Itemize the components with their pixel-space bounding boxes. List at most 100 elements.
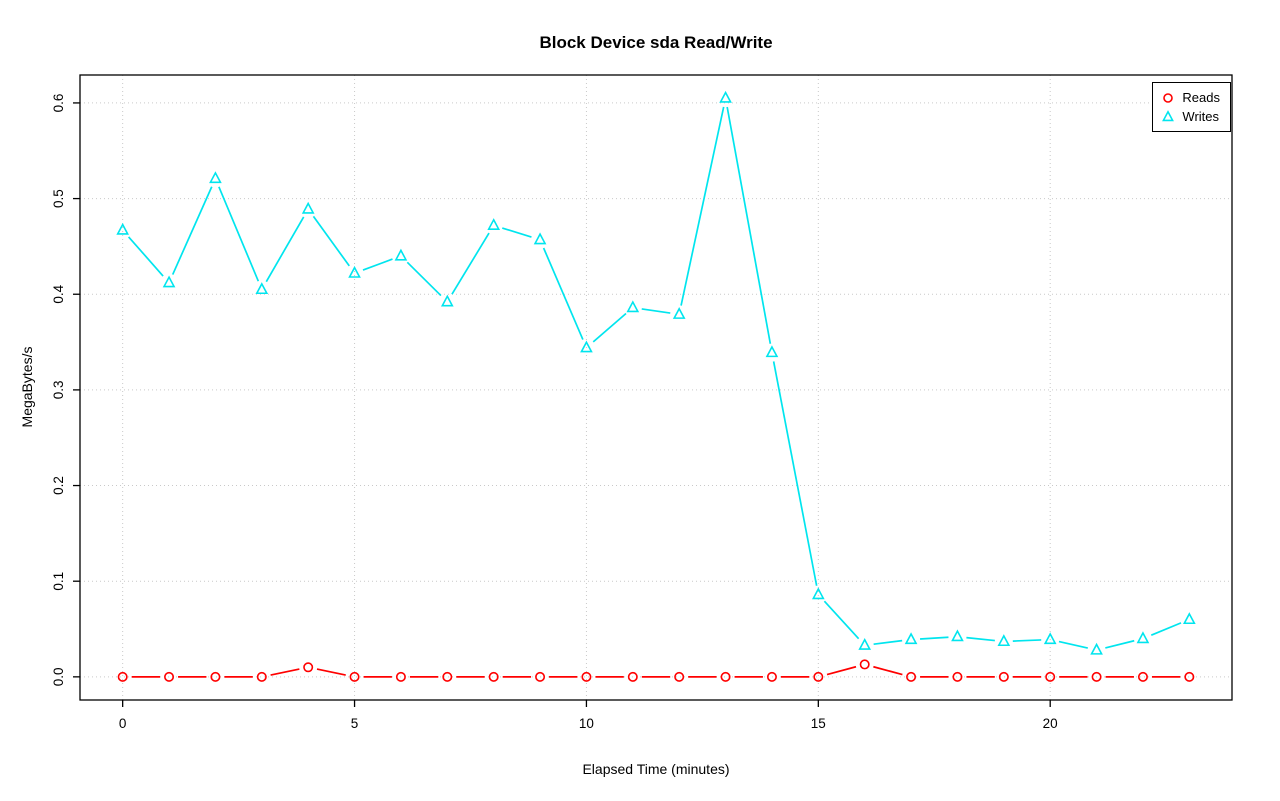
data-point-triangle	[533, 232, 547, 245]
legend-label-writes: Writes	[1182, 109, 1220, 124]
reads-circle-icon	[1163, 92, 1174, 103]
series-segment	[218, 186, 260, 282]
data-point-circle	[952, 671, 963, 682]
data-point-triangle	[997, 634, 1011, 647]
series-reads	[117, 659, 1195, 682]
data-point-triangle	[626, 300, 640, 313]
data-point-triangle	[1182, 612, 1196, 625]
series-segment	[680, 106, 725, 306]
data-point-triangle	[209, 171, 222, 184]
data-point-triangle	[719, 90, 732, 103]
data-point-circle	[1091, 671, 1102, 682]
y-tick-label: 0.5	[51, 189, 66, 208]
x-tick-label: 5	[351, 716, 359, 731]
legend-item-writes: Writes	[1161, 107, 1220, 126]
data-point-circle	[349, 671, 360, 682]
data-point-circle	[1137, 671, 1148, 682]
writes-triangle-icon	[1162, 109, 1175, 121]
x-tick-label: 0	[119, 716, 127, 731]
series-segment	[873, 665, 903, 676]
data-point-circle	[488, 671, 499, 682]
data-point-triangle	[487, 218, 501, 230]
plot-border	[79, 74, 1233, 701]
series-segment	[270, 668, 300, 676]
grid-lines	[80, 75, 1232, 700]
series-segment	[641, 308, 671, 314]
data-point-triangle	[580, 340, 593, 353]
series-segment	[502, 227, 532, 238]
data-point-triangle	[301, 201, 315, 214]
data-point-circle	[303, 662, 314, 673]
data-point-triangle	[811, 587, 825, 600]
data-point-triangle	[440, 294, 454, 307]
data-point-triangle	[1136, 631, 1150, 644]
data-point-circle	[164, 671, 175, 682]
legend-item-reads: Reads	[1161, 88, 1220, 107]
data-point-triangle	[1043, 632, 1057, 645]
chart-title: Block Device sda Read/Write	[539, 33, 773, 52]
y-tick-label: 0.0	[51, 667, 66, 686]
data-point-triangle	[858, 637, 872, 650]
data-point-circle	[766, 671, 777, 682]
series-segment	[451, 232, 490, 295]
y-tick-label: 0.6	[51, 94, 66, 113]
series-segment	[966, 636, 995, 642]
y-tick-label: 0.3	[51, 381, 66, 400]
series-segment	[823, 600, 860, 640]
data-point-circle	[813, 671, 824, 682]
axis-ticks	[73, 102, 1051, 707]
series-segment	[772, 361, 818, 586]
data-point-circle	[117, 671, 128, 682]
data-point-circle	[998, 671, 1009, 682]
data-point-circle	[210, 671, 221, 682]
data-point-triangle	[951, 629, 964, 642]
x-tick-label: 15	[811, 716, 826, 731]
y-tick-label: 0.4	[51, 284, 66, 303]
data-point-triangle	[394, 248, 408, 261]
series-segment	[171, 186, 213, 275]
series-segment	[312, 215, 350, 267]
x-tick-label: 10	[579, 716, 594, 731]
data-point-circle	[859, 659, 870, 670]
series-segment	[1058, 640, 1088, 649]
data-point-triangle	[255, 282, 269, 295]
series-segment	[726, 106, 772, 344]
data-point-circle	[627, 671, 638, 682]
data-point-triangle	[672, 307, 686, 319]
y-tick-label: 0.2	[51, 476, 66, 495]
series-segment	[873, 639, 903, 646]
data-point-circle	[535, 671, 546, 682]
series-segment	[920, 636, 949, 640]
data-point-circle	[720, 671, 731, 682]
data-point-circle	[256, 671, 267, 682]
series-segment	[362, 258, 393, 271]
data-point-circle	[442, 671, 453, 682]
series-segment	[542, 247, 584, 340]
series-segment	[1105, 639, 1135, 649]
data-point-triangle	[765, 345, 779, 358]
series-segment	[826, 665, 857, 676]
data-point-triangle	[162, 275, 176, 288]
data-point-circle	[1184, 671, 1195, 682]
data-point-triangle	[348, 265, 361, 278]
y-tick-label: 0.1	[51, 572, 66, 591]
data-point-circle	[395, 671, 406, 682]
x-tick-label: 20	[1043, 716, 1058, 731]
series-writes	[116, 90, 1196, 655]
data-point-circle	[581, 671, 592, 682]
data-point-circle	[906, 671, 917, 682]
data-point-triangle	[116, 222, 129, 235]
series-segment	[1150, 622, 1182, 636]
y-axis-label: MegaBytes/s	[19, 346, 35, 428]
x-axis-label: Elapsed Time (minutes)	[582, 761, 730, 777]
series-segment	[592, 312, 627, 343]
series-segment	[265, 216, 305, 283]
tick-labels: 0 5 10 15 20 0.0 0.1 0.2 0.3 0.4 0.5 0.6	[51, 94, 1058, 731]
series-segment	[406, 261, 442, 297]
series-segment	[127, 236, 164, 277]
data-point-circle	[674, 671, 685, 682]
series-segment	[1012, 639, 1042, 642]
data-point-circle	[1045, 671, 1056, 682]
